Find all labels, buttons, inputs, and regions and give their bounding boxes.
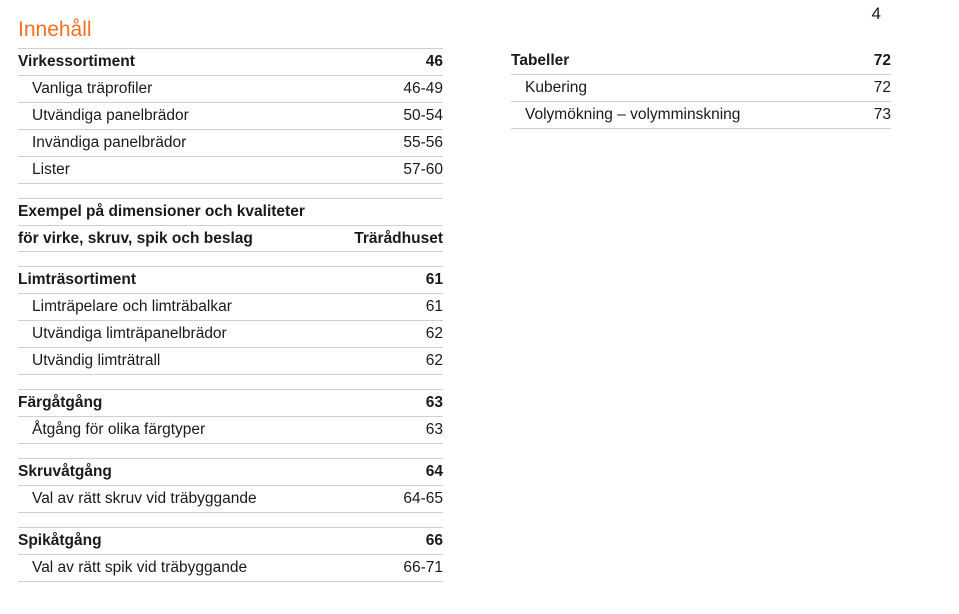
toc-label: Kubering: [511, 78, 587, 99]
toc-label: Limträsortiment: [18, 270, 136, 291]
toc-section-head: Virkessortiment 46: [18, 48, 443, 76]
toc-section: Virkessortiment 46 Vanliga träprofiler 46-4…: [18, 48, 443, 184]
column-right: Tabeller 72 Kubering 72 Volymökning – volymm…: [511, 48, 891, 596]
toc-value: 46-49: [393, 79, 443, 100]
toc-value: 50-54: [393, 106, 443, 127]
toc-value: 66-71: [393, 558, 443, 579]
toc-value: 46: [416, 52, 443, 73]
toc-row: Volymökning – volymminskning 73: [511, 102, 891, 129]
toc-row: Vanliga träprofiler 46-49: [18, 76, 443, 103]
toc-label: Spikåtgång: [18, 531, 102, 552]
toc-label: Val av rätt skruv vid träbyggande: [18, 489, 257, 510]
toc-section-head: Skruvåtgång 64: [18, 458, 443, 486]
toc-section-head: Färgåtgång 63: [18, 389, 443, 417]
toc-row: Utvändiga limträpanelbrädor 62: [18, 321, 443, 348]
toc-section: Exempel på dimensioner och kvaliteter för…: [18, 198, 443, 253]
toc-value: Trärådhuset: [344, 229, 443, 250]
toc-value: 66: [416, 531, 443, 552]
toc-label: Färgåtgång: [18, 393, 102, 414]
toc-label: Utvändig limträtrall: [18, 351, 160, 372]
toc-row: Invändiga panelbrädor 55-56: [18, 130, 443, 157]
toc-label: Invändiga panelbrädor: [18, 133, 186, 154]
toc-value: 57-60: [393, 160, 443, 181]
toc-label: Utvändiga limträpanelbrädor: [18, 324, 227, 345]
toc-value: 73: [864, 105, 891, 126]
toc-section-head: Spikåtgång 66: [18, 527, 443, 555]
toc-section: Färgåtgång 63 Åtgång för olika färgtyper 63: [18, 389, 443, 444]
toc-section-head: för virke, skruv, spik och beslag Trärådh…: [18, 226, 443, 253]
toc-label: Val av rätt spik vid träbyggande: [18, 558, 247, 579]
toc-value: 72: [864, 78, 891, 99]
toc-label: Lister: [18, 160, 70, 181]
toc-section: Tabeller 72 Kubering 72 Volymökning – volymm…: [511, 48, 891, 129]
toc-label: Skruvåtgång: [18, 462, 112, 483]
page-number: 4: [872, 4, 881, 24]
toc-value: 64: [416, 462, 443, 483]
toc-row: Lister 57-60: [18, 157, 443, 184]
toc-row: Utvändiga panelbrädor 50-54: [18, 103, 443, 130]
toc-section-head: Limträsortiment 61: [18, 266, 443, 294]
toc-value: 55-56: [393, 133, 443, 154]
toc-section-head: Tabeller 72: [511, 48, 891, 75]
toc-label: Vanliga träprofiler: [18, 79, 152, 100]
toc-row: Kubering 72: [511, 75, 891, 102]
toc-value: 72: [864, 51, 891, 72]
column-left: Virkessortiment 46 Vanliga träprofiler 46-4…: [18, 48, 443, 596]
toc-value: 61: [416, 297, 443, 318]
toc-label: Åtgång för olika färgtyper: [18, 420, 205, 441]
toc-row: Val av rätt skruv vid träbyggande 64-65: [18, 486, 443, 513]
toc-row: Åtgång för olika färgtyper 63: [18, 417, 443, 444]
toc-label: för virke, skruv, spik och beslag: [18, 229, 253, 250]
toc-label: Tabeller: [511, 51, 569, 72]
toc-section-head: Exempel på dimensioner och kvaliteter: [18, 198, 443, 226]
columns: Virkessortiment 46 Vanliga träprofiler 46-4…: [18, 48, 899, 596]
toc-value: 64-65: [393, 489, 443, 510]
toc-row: Val av rätt spik vid träbyggande 66-71: [18, 555, 443, 582]
toc-row: Utvändig limträtrall 62: [18, 348, 443, 375]
toc-label: Limträpelare och limträbalkar: [18, 297, 232, 318]
toc-row: Limträpelare och limträbalkar 61: [18, 294, 443, 321]
toc-label: Utvändiga panelbrädor: [18, 106, 189, 127]
heading-innehall: Innehåll: [18, 18, 899, 42]
page: 4 Innehåll Virkessortiment 46 Vanliga träp…: [0, 0, 959, 614]
toc-label: Exempel på dimensioner och kvaliteter: [18, 202, 305, 223]
toc-label: Virkessortiment: [18, 52, 135, 73]
toc-value: 61: [416, 270, 443, 291]
toc-value: 62: [416, 351, 443, 372]
toc-section: Spikåtgång 66 Val av rätt spik vid träbygg…: [18, 527, 443, 582]
toc-section: Limträsortiment61Limträpelare och limträ…: [18, 266, 443, 375]
toc-value: 63: [416, 420, 443, 441]
toc-value: 62: [416, 324, 443, 345]
toc-section: Skruvåtgång 64 Val av rätt skruv vid träby…: [18, 458, 443, 513]
toc-value: 63: [416, 393, 443, 414]
toc-label: Volymökning – volymminskning: [511, 105, 740, 126]
